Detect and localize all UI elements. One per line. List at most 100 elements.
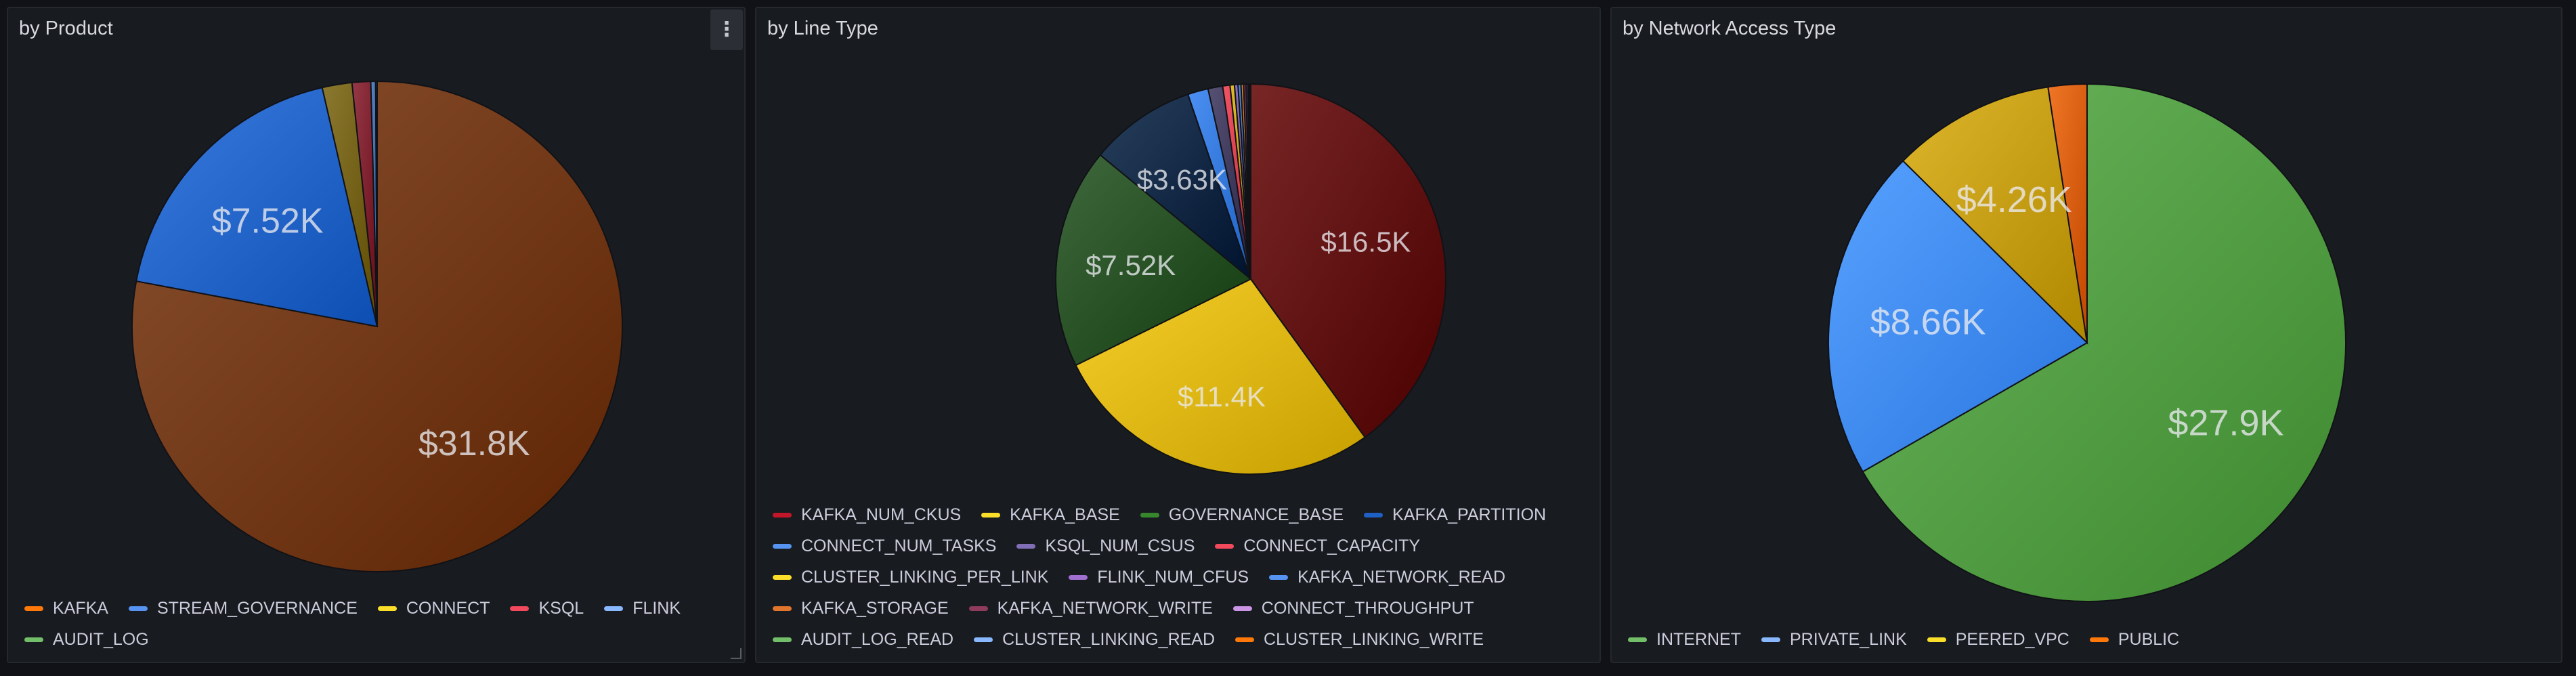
legend-swatch [981,512,1001,517]
pie-slice-kafka-partition[interactable] [1099,93,1253,282]
legend-label: KAFKA_NUM_CKUS [801,505,962,524]
legend-swatch [1069,574,1088,580]
legend-item-private-link[interactable]: PRIVATE_LINK [1761,624,1907,655]
legend-item-connect-capacity[interactable]: CONNECT_CAPACITY [1215,530,1420,562]
panel-title: by Product [19,18,113,39]
legend-item-kafka-network-write[interactable]: KAFKA_NETWORK_WRITE [968,593,1213,624]
panel-by-line-type: by Line Type $16.5K $11.4K $7.52K $3.63K KA… [755,7,1601,663]
legend-label: PRIVATE_LINK [1790,629,1907,649]
legend-item-cluster-linking-per-link[interactable]: CLUSTER_LINKING_PER_LINK [773,562,1048,593]
pie-slice-governance-base[interactable] [1055,154,1252,366]
legend-item-connect[interactable]: CONNECT [377,593,490,624]
legend-swatch [773,606,792,611]
kebab-icon: ⋮ [716,18,737,41]
legend-label: KAFKA_PARTITION [1392,505,1547,524]
legend-swatch [968,606,988,611]
legend-item-kafka[interactable]: KAFKA [24,593,108,624]
pie-slice-kafka-num-ckus[interactable] [1250,83,1446,438]
pie-slice-stream-governance[interactable] [135,87,379,328]
legend-label: KSQL [538,598,584,618]
slice-label-governance-base: $7.52K [1086,249,1176,281]
legend-label: CLUSTER_LINKING_READ [1002,629,1216,649]
slice-label-kafka-partition: $3.63K [1137,164,1227,196]
pie-chart-by-product: $31.8K $7.52K [131,80,623,572]
legend-label: KAFKA [53,598,108,618]
legend-item-public[interactable]: PUBLIC [2089,624,2180,655]
legend-item-kafka-num-ckus[interactable]: KAFKA_NUM_CKUS [773,499,961,530]
legend-label: CLUSTER_LINKING_WRITE [1264,629,1484,649]
chart-legend: INTERNET PRIVATE_LINK PEERED_VPC PUBLIC [1628,624,2548,655]
slice-label-kafka-num-ckus: $16.5K [1321,226,1411,258]
chart-legend: KAFKA_NUM_CKUS KAFKA_BASE GOVERNANCE_BASE K… [773,499,1586,655]
chart-legend: KAFKA STREAM_GOVERNANCE CONNECT KSQL FLINK AU… [24,593,731,655]
legend-swatch [1269,574,1289,580]
legend-item-internet[interactable]: INTERNET [1628,624,1741,655]
legend-item-stream-governance[interactable]: STREAM_GOVERNANCE [128,593,358,624]
pie-slice-cluster-linking-write[interactable] [1249,83,1251,280]
legend-swatch [974,637,993,642]
legend-item-kafka-network-read[interactable]: KAFKA_NETWORK_READ [1269,562,1505,593]
legend-swatch [510,606,530,611]
pie-chart-by-network-access-type: $27.9K $8.66K $4.26K [1828,83,2346,602]
legend-item-cluster-linking-write[interactable]: CLUSTER_LINKING_WRITE [1235,624,1484,655]
legend-swatch [1235,637,1255,642]
panel-by-product: by Product ⋮ $31.8K $7.52K KAFKA STREAM_GO… [7,7,746,663]
slice-label-peered-vpc: $4.26K [1956,179,2072,220]
legend-label: GOVERNANCE_BASE [1168,505,1344,524]
legend-item-cluster-linking-read[interactable]: CLUSTER_LINKING_READ [974,624,1215,655]
pie-slice-audit-log[interactable] [374,80,378,327]
legend-swatch [24,606,43,611]
slice-label-private-link: $8.66K [1870,302,1986,343]
legend-label: CONNECT_THROUGHPUT [1261,598,1474,618]
legend-label: KAFKA_BASE [1010,505,1120,524]
pie-chart-by-line-type: $16.5K $11.4K $7.52K $3.63K [1055,83,1446,475]
legend-item-flink-num-cfus[interactable]: FLINK_NUM_CFUS [1069,562,1249,593]
legend-item-ksql[interactable]: KSQL [510,593,584,624]
slice-label-internet: $27.9K [2168,403,2283,444]
legend-item-peered-vpc[interactable]: PEERED_VPC [1927,624,2069,655]
legend-label: PUBLIC [2118,629,2180,649]
legend-item-audit-log-read[interactable]: AUDIT_LOG_READ [773,624,953,655]
pie-slice-private-link[interactable] [1828,160,2088,473]
legend-swatch [1364,512,1383,517]
legend-item-flink[interactable]: FLINK [604,593,681,624]
legend-label: KAFKA_NETWORK_WRITE [997,598,1213,618]
pie-slice-internet[interactable] [1862,83,2346,602]
legend-label: PEERED_VPC [1955,629,2069,649]
legend-item-audit-log[interactable]: AUDIT_LOG [24,624,149,655]
legend-label: AUDIT_LOG_READ [801,629,954,649]
panel-title: by Network Access Type [1623,18,1837,39]
slice-label-stream-governance: $7.52K [212,202,324,241]
pie-slice-public[interactable] [2047,83,2088,343]
legend-item-governance-base[interactable]: GOVERNANCE_BASE [1140,499,1344,530]
legend-swatch [1232,606,1252,611]
legend-swatch [773,637,792,642]
legend-item-ksql-num-csus[interactable]: KSQL_NUM_CSUS [1016,530,1195,562]
legend-swatch [1016,543,1036,549]
legend-label: STREAM_GOVERNANCE [156,598,358,618]
legend-item-kafka-partition[interactable]: KAFKA_PARTITION [1364,499,1546,530]
legend-swatch [128,606,148,611]
legend-item-kafka-storage[interactable]: KAFKA_STORAGE [773,593,949,624]
legend-swatch [604,606,624,611]
legend-swatch [1140,512,1159,517]
pie-slice-kafka-base[interactable] [1075,278,1366,475]
resize-handle[interactable] [731,648,742,659]
legend-label: AUDIT_LOG [53,629,149,649]
legend-label: KSQL_NUM_CSUS [1045,536,1195,555]
legend-item-connect-throughput[interactable]: CONNECT_THROUGHPUT [1232,593,1474,624]
panel-title: by Line Type [767,18,878,39]
legend-swatch [773,543,792,549]
legend-label: INTERNET [1656,629,1741,649]
legend-label: CONNECT_CAPACITY [1243,536,1421,555]
legend-label: CONNECT_NUM_TASKS [801,536,997,555]
pie-slice-peered-vpc[interactable] [1902,86,2088,345]
legend-label: CLUSTER_LINKING_PER_LINK [801,567,1049,587]
panel-menu-button[interactable]: ⋮ [710,9,743,50]
legend-item-connect-num-tasks[interactable]: CONNECT_NUM_TASKS [773,530,996,562]
legend-swatch [1761,637,1780,642]
slice-label-kafka-base: $11.4K [1178,381,1266,413]
legend-item-kafka-base[interactable]: KAFKA_BASE [981,499,1120,530]
legend-label: CONNECT [406,598,490,618]
legend-label: KAFKA_STORAGE [801,598,949,618]
